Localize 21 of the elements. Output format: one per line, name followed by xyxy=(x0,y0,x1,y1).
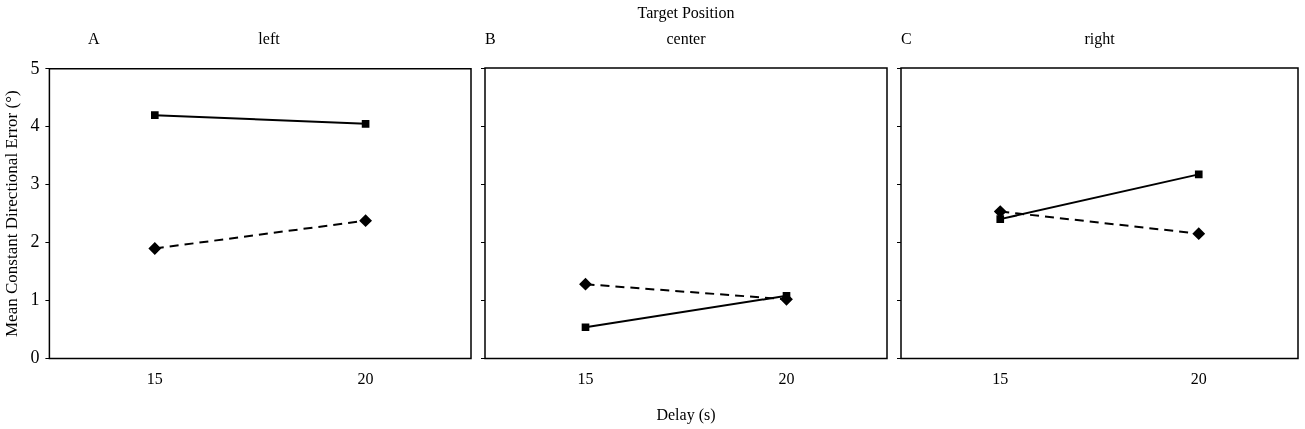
y-tick-label: 1 xyxy=(30,289,40,310)
chart-title: right xyxy=(1084,30,1115,47)
x-tick-label: 20 xyxy=(778,370,795,388)
x-tick-label: 20 xyxy=(1190,370,1207,388)
x-tick-label: 15 xyxy=(577,370,594,388)
text: B xyxy=(485,30,496,48)
text: Target Position xyxy=(636,4,736,22)
x-tick-label: 20 xyxy=(357,370,374,388)
text: C xyxy=(901,30,912,48)
y-tick-label: 3 xyxy=(30,173,40,194)
x-tick-label: 15 xyxy=(146,370,163,388)
x-axis-title: Delay (s) xyxy=(656,405,716,424)
y-tick-label: 4 xyxy=(30,115,40,136)
y-tick-label: 0 xyxy=(30,347,40,368)
x-tick-label: 15 xyxy=(992,370,1009,388)
y-tick-label: 5 xyxy=(30,57,40,78)
y-axis-title: Mean Constant Directional Error (°) xyxy=(1,90,21,337)
chart-title: left xyxy=(258,30,280,47)
y-tick-label: 2 xyxy=(30,231,40,252)
chart-title: center xyxy=(666,30,706,47)
text: A xyxy=(88,30,100,48)
